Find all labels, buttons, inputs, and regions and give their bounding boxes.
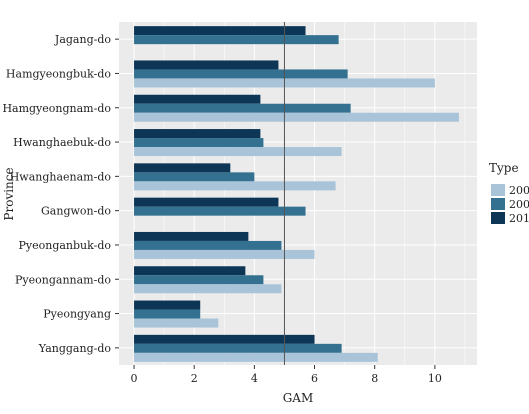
bar-2012-hamgyeongbuk-do <box>134 60 279 70</box>
y-tick-label: Gangwon-do <box>41 205 111 218</box>
legend-key-2009 <box>491 198 505 210</box>
bar-2009-pyeongyang <box>134 309 201 319</box>
x-tick-label: 2 <box>191 372 198 385</box>
y-tick-label: Hamgyeongnam-do <box>2 102 111 115</box>
y-tick-label: Hwanghaebuk-do <box>13 136 111 149</box>
bar-2004-pyeongyang <box>134 318 219 328</box>
bar-2009-pyeonganbuk-do <box>134 240 282 250</box>
x-tick-labels: 0 2 4 6 8 10 <box>131 365 442 385</box>
bar-2012-pyeongannam-do <box>134 266 246 276</box>
bar-2009-yanggang-do <box>134 343 342 353</box>
y-tick-label: Hwanghaenam-do <box>10 170 112 183</box>
y-tick-label: Jagang-do <box>54 33 111 46</box>
bar-2009-gangwon-do <box>134 206 306 216</box>
y-tick-label: Pyeongyang <box>43 308 111 321</box>
bar-2004-hwanghaebuk-do <box>134 147 342 157</box>
y-tick-label: Pyeonganbuk-do <box>19 239 112 252</box>
bar-2004-hwanghaenam-do <box>134 181 336 191</box>
bar-2012-gangwon-do <box>134 197 279 207</box>
bar-2004-pyeonganbuk-do <box>134 249 315 259</box>
y-tick-label: Pyeongannam-do <box>15 273 111 286</box>
legend-title: Type <box>489 161 519 175</box>
y-tick-label: Yanggang-do <box>38 342 112 355</box>
bar-2012-hamgyeongnam-do <box>134 94 261 104</box>
bar-2012-pyeonganbuk-do <box>134 231 249 241</box>
bar-2009-hwanghaebuk-do <box>134 138 264 148</box>
legend: Type 200420092012 <box>489 161 529 225</box>
legend-key-2012 <box>491 212 505 224</box>
x-tick-label: 8 <box>371 372 378 385</box>
bar-2012-hwanghaebuk-do <box>134 129 261 139</box>
x-tick-label: 10 <box>428 372 442 385</box>
legend-label-2004: 2004 <box>509 184 529 197</box>
bar-2012-yanggang-do <box>134 334 315 344</box>
bar-2009-hamgyeongbuk-do <box>134 69 348 79</box>
x-axis-title: GAM <box>283 391 314 405</box>
legend-label-2009: 2009 <box>509 198 529 211</box>
bar-2009-jagang-do <box>134 35 339 45</box>
bar-2012-hwanghaenam-do <box>134 163 231 173</box>
bar-2009-hwanghaenam-do <box>134 172 255 182</box>
legend-label-2012: 2012 <box>509 212 529 225</box>
y-axis-title: Province <box>2 167 16 220</box>
x-tick-label: 6 <box>311 372 318 385</box>
bar-2012-jagang-do <box>134 26 306 36</box>
bar-2009-pyeongannam-do <box>134 275 264 285</box>
y-tick-labels: Jagang-do Hamgyeongbuk-do Hamgyeongnam-do H… <box>2 33 119 355</box>
bar-2009-hamgyeongnam-do <box>134 103 351 113</box>
x-tick-label: 0 <box>131 372 138 385</box>
bar-2004-pyeongannam-do <box>134 284 282 294</box>
x-tick-label: 4 <box>251 372 258 385</box>
legend-key-2004 <box>491 184 505 196</box>
bar-2012-pyeongyang <box>134 300 201 310</box>
bar-2004-yanggang-do <box>134 352 378 362</box>
y-tick-label: Hamgyeongbuk-do <box>6 67 111 80</box>
bar-2004-hamgyeongnam-do <box>134 112 459 122</box>
